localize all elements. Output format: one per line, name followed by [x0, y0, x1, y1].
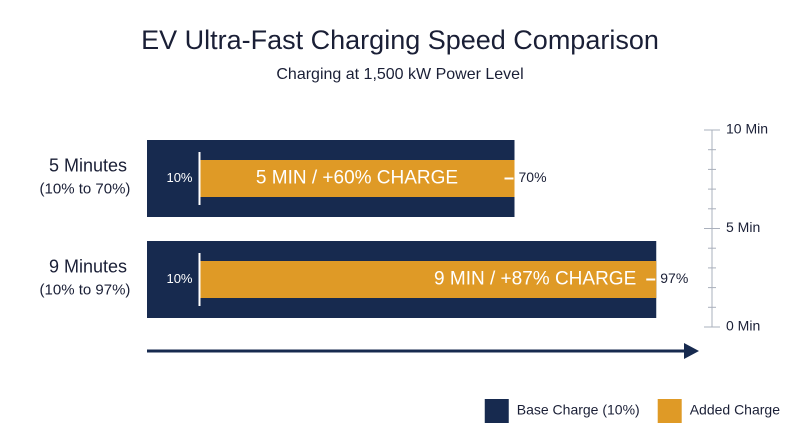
category-label: 5 Minutes	[49, 155, 127, 175]
total-label: 97%	[660, 270, 688, 286]
legend-label: Base Charge (10%)	[517, 402, 640, 418]
arrow-head	[684, 343, 699, 359]
chart-subtitle: Charging at 1,500 kW Power Level	[276, 66, 523, 83]
chart-title: EV Ultra-Fast Charging Speed Comparison	[141, 25, 659, 55]
y2-tick-label: 10 Min	[726, 121, 768, 137]
total-label: 70%	[519, 169, 547, 185]
category-sublabel: (10% to 70%)	[40, 180, 131, 197]
legend-swatch	[484, 399, 509, 423]
base-bar	[147, 241, 200, 318]
category-sublabel: (10% to 97%)	[40, 281, 131, 298]
base-value-label: 10%	[166, 170, 192, 185]
bar-label: 5 MIN / +60% CHARGE	[256, 168, 458, 189]
category-label: 9 Minutes	[49, 256, 127, 276]
bar-label: 9 MIN / +87% CHARGE	[434, 269, 636, 290]
added-bar	[199, 261, 657, 298]
y2-tick-label: 5 Min	[726, 219, 760, 235]
legend-label: Added Charge	[690, 402, 781, 418]
legend-swatch	[657, 399, 682, 423]
base-bar	[147, 140, 200, 217]
y2-tick-label: 0 Min	[726, 318, 760, 334]
added-bar	[199, 160, 515, 197]
base-value-label: 10%	[166, 271, 192, 286]
